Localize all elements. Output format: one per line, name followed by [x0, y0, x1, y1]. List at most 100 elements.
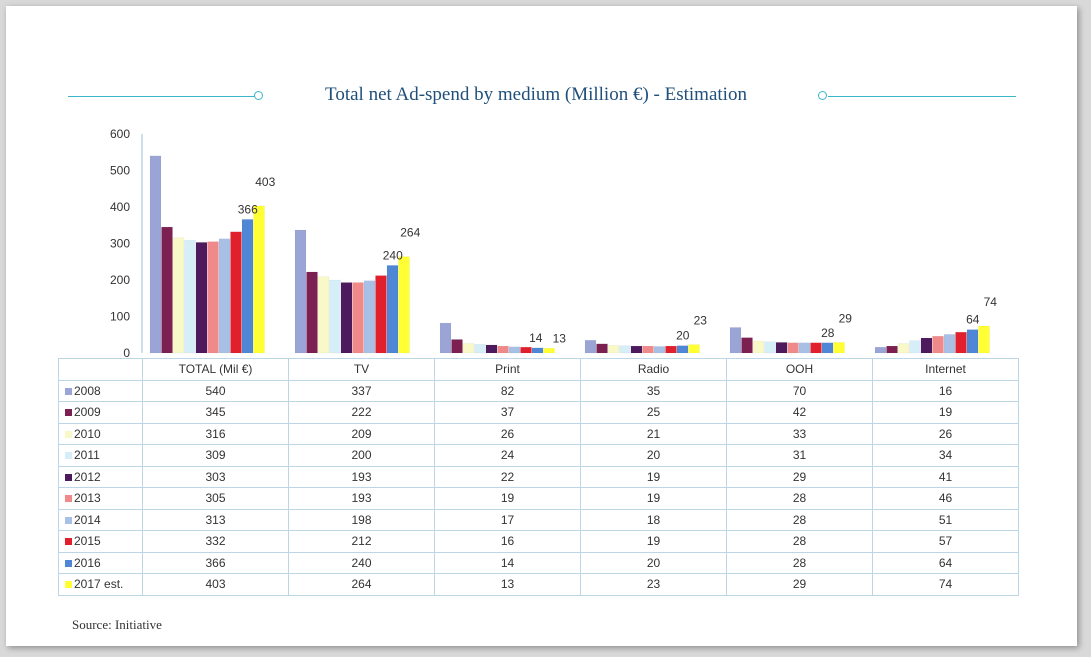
bar-0-8	[241, 219, 254, 354]
series-name-4: 2012	[74, 469, 101, 484]
table-cell-5-5: 46	[872, 487, 1019, 510]
bar-4-6	[798, 342, 811, 354]
bar-0-9	[253, 205, 265, 354]
table-cell-8-3: 20	[580, 551, 727, 574]
bar-3-3	[619, 345, 631, 354]
table-cell-4-0: 303	[142, 465, 289, 488]
bar-2-7	[520, 346, 532, 354]
table-header-3: Radio	[580, 358, 727, 381]
legend-swatch-7	[65, 538, 72, 546]
legend-swatch-0	[65, 387, 72, 395]
table-cell-8-2: 14	[434, 551, 581, 574]
bar-5-9	[978, 325, 990, 354]
data-label-9: 29	[839, 311, 853, 325]
source-note: Source: Initiative	[72, 617, 162, 632]
table-cell-4-3: 19	[580, 465, 727, 488]
bar-2-4	[485, 344, 498, 354]
bar-4-7	[810, 342, 822, 354]
bar-0-6	[218, 238, 231, 354]
table-cell-4-2: 22	[434, 465, 581, 488]
title-rule-dot-left	[254, 91, 263, 100]
table-header-1: TV	[288, 358, 435, 381]
bar-0-0	[149, 155, 162, 354]
bar-1-1	[306, 271, 318, 354]
bar-4-5	[787, 342, 799, 354]
y-tick-label-0: 0	[123, 346, 130, 360]
table-cell-3-2: 24	[434, 444, 581, 467]
table-cell-0-4: 70	[726, 379, 873, 402]
table-cell-0-5: 16	[872, 379, 1019, 402]
bar-1-6	[363, 280, 376, 354]
bar-2-8	[531, 347, 544, 354]
bar-2-3	[474, 343, 486, 354]
bar-0-5	[207, 241, 219, 354]
data-label-10: 64	[966, 313, 980, 327]
table-cell-4-1: 193	[288, 465, 435, 488]
bar-4-0	[729, 327, 742, 354]
data-table: TOTAL (Mil €) TV Print Radio OOH Internet 2008…	[58, 358, 1019, 596]
table-cell-7-5: 57	[872, 530, 1019, 553]
table-cell-1-3: 25	[580, 401, 727, 424]
table-row: 2014 313 198 17 18 28 51	[58, 508, 1019, 531]
bar-2-5	[497, 345, 509, 354]
bar-chart: 0 100 200 300 400 500 600 366 403 240 264 14 13 20 23 2…	[110, 127, 998, 360]
bar-1-7	[375, 275, 387, 354]
table-cell-3-0: 309	[142, 444, 289, 467]
bar-2-2	[462, 343, 475, 354]
table-row: 2013 305 193 19 19 28 46	[58, 487, 1019, 510]
legend-swatch-5	[65, 495, 72, 503]
bar-5-1	[886, 345, 898, 354]
table-cell-7-1: 212	[288, 530, 435, 553]
table-row: 2010 316 209 26 21 33 26	[58, 422, 1019, 445]
series-name-5: 2013	[74, 491, 101, 506]
bar-3-9	[688, 344, 700, 354]
bar-3-2	[607, 345, 620, 354]
bar-3-4	[630, 345, 643, 354]
table-cell-2-3: 21	[580, 422, 727, 445]
table-cell-9-4: 29	[726, 573, 873, 596]
table-cell-5-3: 19	[580, 487, 727, 510]
data-label-4: 14	[529, 331, 543, 345]
bar-3-8	[676, 345, 689, 354]
table-cell-1-2: 37	[434, 401, 581, 424]
series-name-8: 2016	[74, 555, 101, 570]
bar-1-9	[398, 256, 410, 354]
data-label-11: 74	[984, 295, 998, 309]
legend-swatch-6	[65, 516, 72, 524]
table-cell-3-4: 31	[726, 444, 873, 467]
bar-4-1	[741, 337, 753, 354]
legend-swatch-8	[65, 559, 72, 567]
legend-swatch-4	[65, 473, 72, 481]
chart-title: Total net Ad-spend by medium (Million €)…	[325, 84, 747, 105]
table-cell-9-2: 13	[434, 573, 581, 596]
series-label-4: 2012	[58, 465, 143, 488]
table-cell-3-3: 20	[580, 444, 727, 467]
bar-1-8	[386, 265, 399, 354]
series-label-6: 2014	[58, 508, 143, 531]
series-name-7: 2015	[74, 534, 101, 549]
series-label-2: 2010	[58, 422, 143, 445]
table-cell-4-4: 29	[726, 465, 873, 488]
series-label-1: 2009	[58, 401, 143, 424]
bar-0-2	[172, 237, 185, 354]
table-header-4: OOH	[726, 358, 873, 381]
bar-5-7	[955, 331, 967, 354]
report-page: Total net Ad-spend by medium (Million €)…	[6, 6, 1077, 646]
legend-swatch-9	[65, 581, 72, 589]
table-cell-5-0: 305	[142, 487, 289, 510]
y-tick-label-4: 400	[110, 200, 130, 214]
data-label-3: 264	[400, 226, 420, 240]
table-cell-7-0: 332	[142, 530, 289, 553]
bar-3-1	[596, 343, 608, 354]
bar-5-0	[874, 346, 887, 354]
bar-1-5	[352, 282, 364, 354]
table-header-0: TOTAL (Mil €)	[142, 358, 289, 381]
legend-swatch-2	[65, 430, 72, 438]
table-header-corner	[58, 358, 143, 381]
table-cell-0-2: 82	[434, 379, 581, 402]
bar-0-3	[184, 239, 196, 354]
table-cell-0-1: 337	[288, 379, 435, 402]
table-cell-3-1: 200	[288, 444, 435, 467]
table-cell-8-5: 64	[872, 551, 1019, 574]
table-cell-7-4: 28	[726, 530, 873, 553]
